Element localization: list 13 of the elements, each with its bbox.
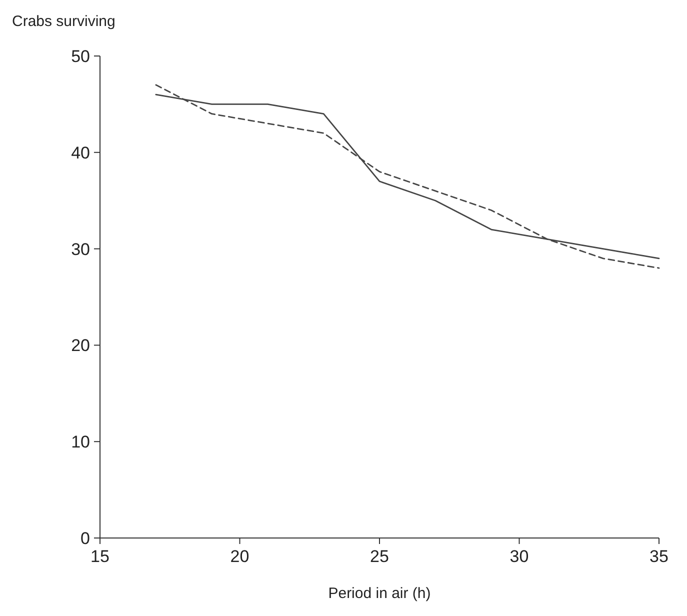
y-axis-title: Crabs surviving [12, 13, 116, 30]
x-tick-label: 25 [370, 547, 389, 566]
x-tick-label: 20 [230, 547, 250, 566]
x-tick-label: 30 [510, 547, 529, 566]
y-tick-label: 40 [71, 143, 90, 162]
y-tick-label: 30 [71, 240, 90, 259]
x-tick-label: 35 [650, 547, 668, 566]
y-tick-label: 50 [71, 46, 90, 66]
x-tick-label: 15 [90, 547, 110, 566]
y-tick-label: 10 [71, 432, 90, 452]
y-tick-label: 0 [80, 528, 90, 548]
x-axis-title: Period in air (h) [328, 585, 431, 602]
y-tick-label: 20 [71, 336, 90, 356]
